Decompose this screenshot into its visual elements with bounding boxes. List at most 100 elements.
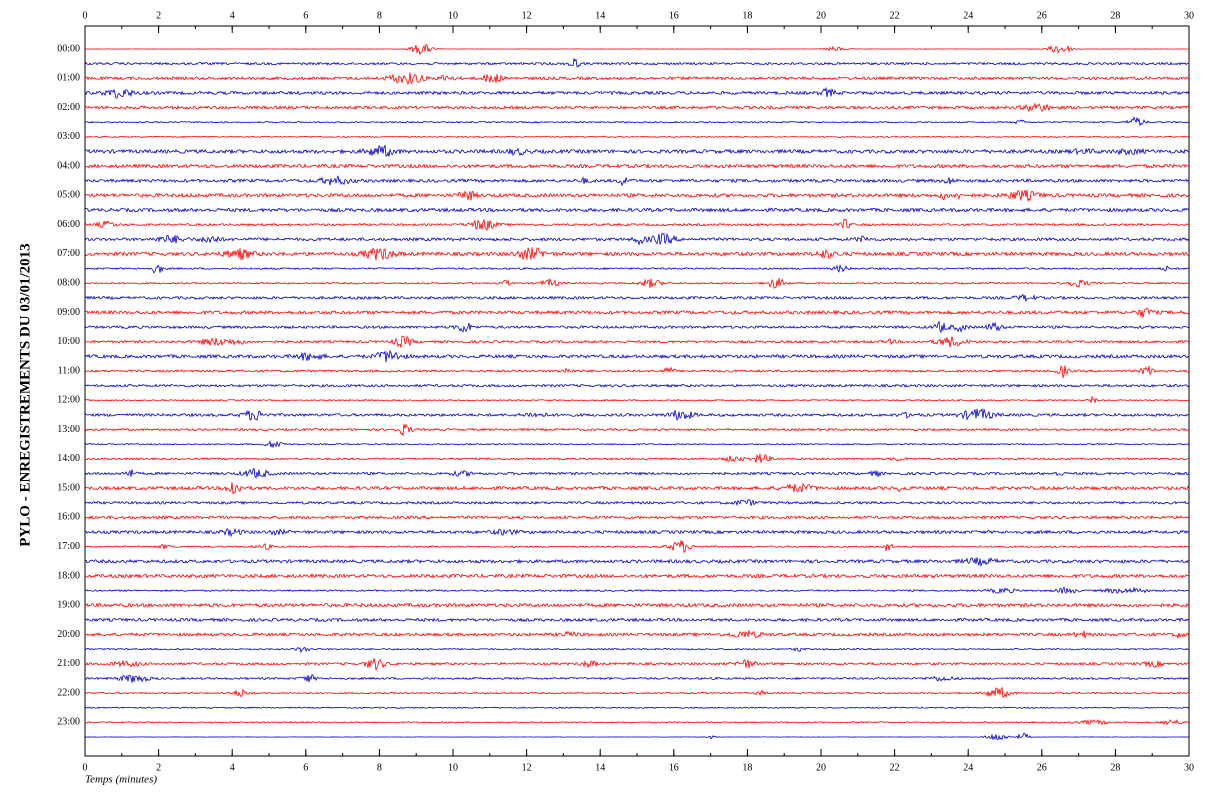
- row-label: 10:00: [57, 336, 80, 347]
- seismic-trace: [84, 440, 1190, 448]
- seismic-trace: [84, 44, 1190, 56]
- row-label: 06:00: [57, 219, 80, 230]
- seismic-trace: [84, 72, 1190, 86]
- row-label: 12:00: [57, 395, 80, 406]
- row-label: 07:00: [57, 248, 80, 259]
- x-tick-label: 30: [1184, 762, 1194, 773]
- seismic-trace: [84, 629, 1190, 639]
- x-tick-label: 2: [156, 762, 161, 773]
- row-label: 16:00: [57, 512, 80, 523]
- seismic-trace: [84, 232, 1190, 245]
- row-label: 01:00: [57, 73, 80, 84]
- row-label: 00:00: [57, 43, 80, 54]
- seismic-trace: [84, 407, 1190, 422]
- x-tick-label: 20: [816, 10, 826, 21]
- seismic-trace: [84, 423, 1190, 437]
- seismic-trace: [84, 218, 1190, 232]
- seismic-trace: [84, 335, 1190, 348]
- seismic-trace: [84, 116, 1190, 127]
- seismic-trace: [84, 383, 1190, 388]
- x-tick-label: 4: [230, 762, 235, 773]
- x-tick-label: 12: [522, 762, 532, 773]
- x-tick-label: 22: [890, 762, 900, 773]
- seismic-trace: [84, 349, 1190, 363]
- row-label: 17:00: [57, 541, 80, 552]
- seismic-trace: [84, 467, 1190, 479]
- x-tick-label: 8: [377, 10, 382, 21]
- row-label: 08:00: [57, 278, 80, 289]
- seismic-trace: [84, 527, 1190, 538]
- row-label: 09:00: [57, 307, 80, 318]
- x-tick-label: 22: [890, 10, 900, 21]
- x-tick-label: 14: [595, 10, 605, 21]
- seismic-trace: [84, 540, 1190, 554]
- x-tick-label: 6: [303, 10, 308, 21]
- x-tick-label: 24: [963, 10, 973, 21]
- seismic-trace: [84, 86, 1190, 99]
- row-label: 04:00: [57, 160, 80, 171]
- row-label: 21:00: [57, 658, 80, 669]
- seismic-trace: [84, 144, 1190, 157]
- seismic-trace: [84, 320, 1190, 334]
- x-tick-label: 4: [230, 10, 235, 21]
- seismic-trace: [84, 395, 1190, 404]
- seismic-trace: [84, 175, 1190, 187]
- x-tick-label: 26: [1037, 762, 1047, 773]
- seismic-trace: [84, 499, 1190, 507]
- seismic-trace: [84, 602, 1190, 609]
- seismic-trace: [84, 718, 1190, 726]
- row-label: 14:00: [57, 453, 80, 464]
- seismic-trace: [84, 686, 1190, 698]
- x-tick-label: 14: [595, 762, 605, 773]
- x-tick-label: 18: [742, 762, 752, 773]
- seismic-trace: [84, 647, 1190, 654]
- plot-frame: [84, 25, 1190, 757]
- row-label: 20:00: [57, 629, 80, 640]
- seismic-trace: [84, 293, 1190, 303]
- x-tick-label: 0: [83, 10, 88, 21]
- x-tick-label: 10: [448, 10, 458, 21]
- x-tick-label: 16: [669, 762, 679, 773]
- seismic-trace: [84, 572, 1190, 579]
- row-label: 18:00: [57, 570, 80, 581]
- seismic-trace: [84, 365, 1189, 379]
- seismic-trace: [84, 135, 1190, 139]
- seismic-trace: [84, 732, 1190, 741]
- row-label: 13:00: [57, 424, 80, 435]
- x-tick-label: 20: [816, 762, 826, 773]
- seismic-trace: [84, 706, 1190, 709]
- chart-title: PYLO - ENREGISTREMENTS DU 03/01/2013: [17, 243, 33, 546]
- seismic-trace: [84, 102, 1190, 113]
- row-label: 11:00: [58, 365, 80, 376]
- x-axis-label: Temps (minutes): [85, 774, 157, 786]
- seismic-trace: [84, 247, 1190, 261]
- seismic-trace: [84, 617, 1190, 623]
- seismic-trace: [84, 307, 1190, 318]
- row-label: 15:00: [57, 482, 80, 493]
- seismic-trace: [84, 586, 1190, 595]
- seismic-trace: [84, 658, 1190, 671]
- row-label: 19:00: [57, 600, 80, 611]
- x-tick-label: 8: [377, 762, 382, 773]
- x-tick-label: 30: [1184, 10, 1194, 21]
- x-tick-label: 24: [963, 762, 973, 773]
- x-tick-label: 26: [1037, 10, 1047, 21]
- row-label: 02:00: [57, 102, 80, 113]
- row-label: 05:00: [57, 190, 80, 201]
- seismic-trace: [84, 163, 1190, 170]
- x-tick-label: 0: [83, 762, 88, 773]
- row-label: 03:00: [57, 131, 80, 142]
- seismic-trace: [84, 557, 1190, 568]
- seismic-trace: [84, 482, 1190, 495]
- x-tick-label: 6: [303, 762, 308, 773]
- seismic-trace: [84, 189, 1190, 203]
- x-tick-label: 28: [1110, 10, 1120, 21]
- x-tick-label: 12: [522, 10, 532, 21]
- x-tick-label: 18: [742, 10, 752, 21]
- x-tick-label: 2: [156, 10, 161, 21]
- seismic-trace: [84, 277, 1190, 289]
- row-label: 22:00: [57, 687, 80, 698]
- x-tick-label: 16: [669, 10, 679, 21]
